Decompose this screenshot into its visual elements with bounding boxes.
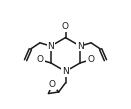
Text: O: O bbox=[37, 55, 44, 64]
Text: O: O bbox=[87, 55, 94, 64]
Text: N: N bbox=[77, 42, 83, 51]
Text: O: O bbox=[62, 22, 69, 31]
Text: N: N bbox=[48, 42, 54, 51]
Text: O: O bbox=[49, 80, 56, 89]
Text: N: N bbox=[62, 67, 69, 76]
